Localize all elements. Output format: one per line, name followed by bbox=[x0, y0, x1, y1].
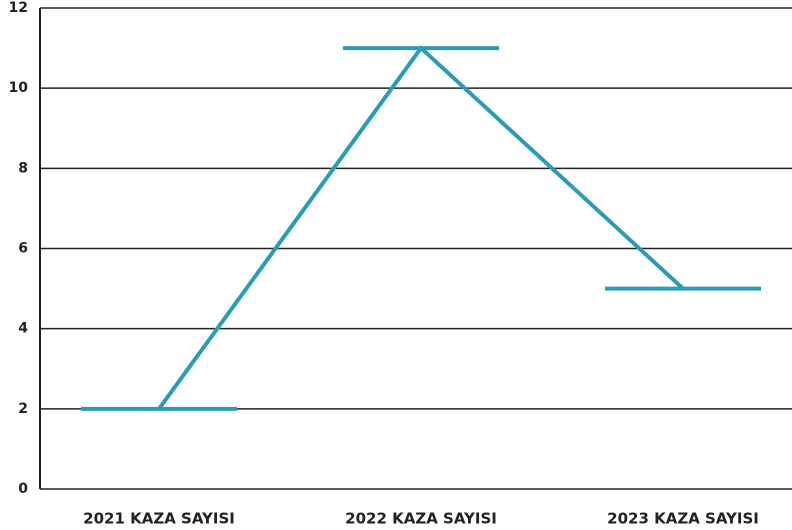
data-line bbox=[157, 45, 685, 411]
x-tick-label: 2021 KAZA SAYISI bbox=[83, 510, 235, 528]
y-tick-label: 6 bbox=[18, 241, 28, 257]
y-tick-label: 12 bbox=[9, 0, 28, 16]
y-tick-label: 8 bbox=[18, 160, 28, 176]
y-tick-label: 10 bbox=[9, 80, 29, 96]
y-tick-label: 4 bbox=[18, 321, 28, 337]
y-tick-label: 2 bbox=[18, 401, 28, 417]
x-tick-label: 2023 KAZA SAYISI bbox=[607, 510, 759, 528]
y-tick-label: 0 bbox=[18, 481, 28, 497]
x-tick-label: 2022 KAZA SAYISI bbox=[345, 510, 497, 528]
